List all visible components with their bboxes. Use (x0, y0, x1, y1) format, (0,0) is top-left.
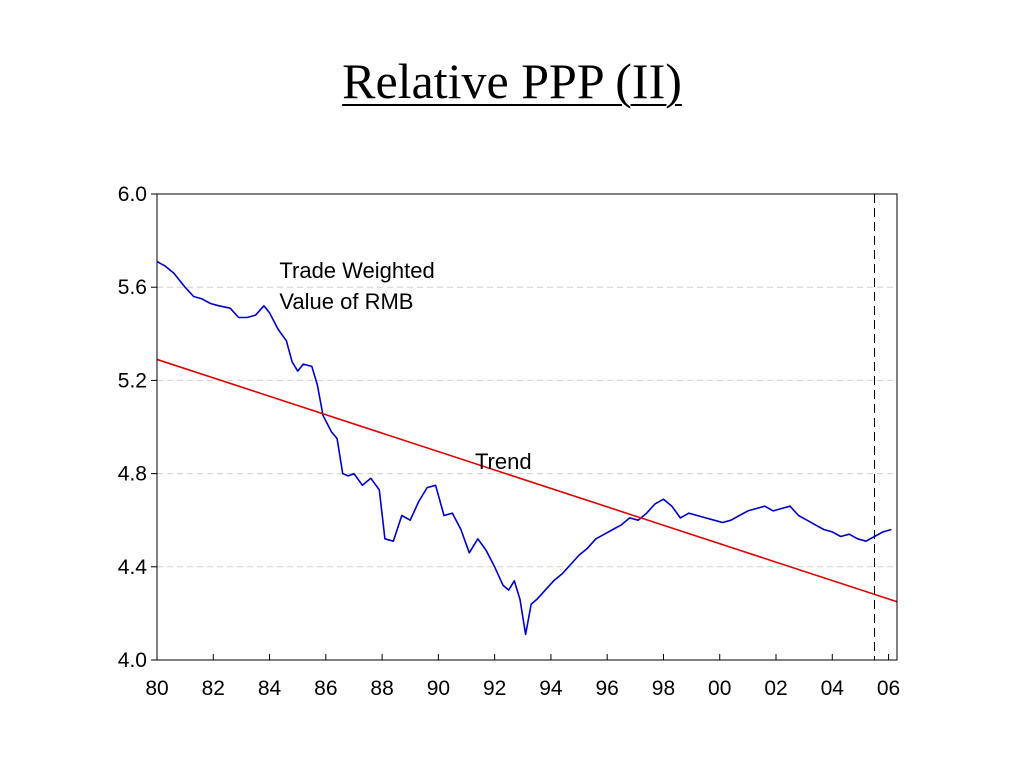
x-tick-label: 90 (427, 677, 450, 700)
x-tick-label: 82 (202, 677, 225, 700)
annotation-layer: Trade Weighted Value of RMB Trend (279, 258, 531, 474)
y-tick-label: 5.6 (118, 276, 147, 299)
y-tick-label: 4.4 (118, 556, 148, 579)
series-layer (156, 260, 898, 636)
y-tick-label: 6.0 (118, 183, 147, 206)
x-tick-label: 94 (539, 677, 563, 700)
x-tick-label: 98 (652, 677, 675, 700)
annotation-label: Trade Weighted (279, 258, 434, 283)
y-tick-label: 4.0 (118, 649, 147, 672)
tick-layer: 4.0 4.4 4.8 5.2 5.6 6.0 80 82 84 86 88 90 92 94 96 98 00… (118, 183, 900, 700)
x-tick-label: 86 (314, 677, 337, 700)
x-tick-label: 96 (596, 677, 619, 700)
plot-frame (156, 193, 898, 661)
x-tick-label: 02 (764, 677, 787, 700)
grid-layer (157, 194, 897, 660)
annotation-label: Trend (475, 449, 532, 474)
slide-title-text: Relative PPP (II) (342, 53, 682, 109)
x-tick-label: 80 (145, 677, 168, 700)
x-tick-label: 00 (708, 677, 731, 700)
series-line-trend (156, 358, 898, 603)
y-tick-label: 4.8 (118, 463, 147, 486)
slide-title: Relative PPP (II) (0, 52, 1024, 110)
annotation-label: Value of RMB (279, 289, 413, 314)
x-tick-label: 84 (258, 677, 282, 700)
x-tick-label: 92 (483, 677, 506, 700)
x-tick-label: 06 (877, 677, 900, 700)
series-line-rmb-value (156, 260, 892, 636)
x-tick-label: 88 (370, 677, 393, 700)
x-tick-label: 04 (821, 677, 845, 700)
y-tick-label: 5.2 (118, 369, 147, 392)
